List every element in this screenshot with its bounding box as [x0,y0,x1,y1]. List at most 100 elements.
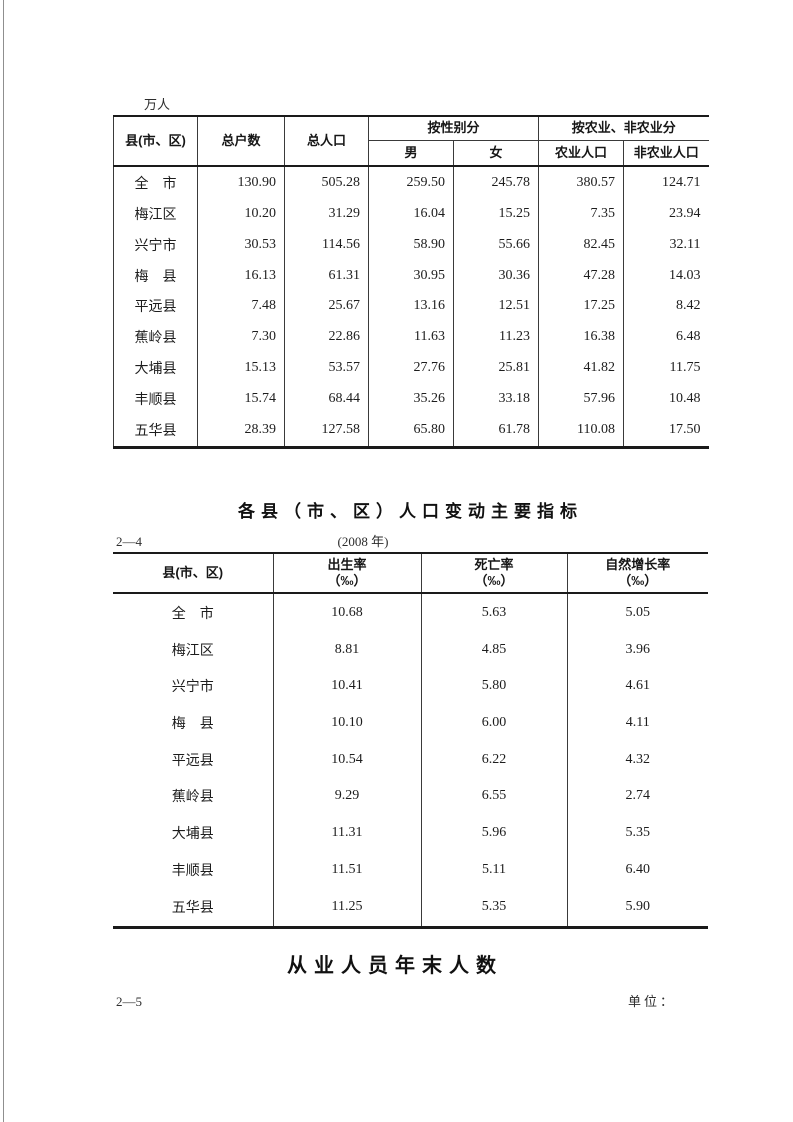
table-row: 平远县 10.54 6.22 4.32 [113,741,708,779]
value-cell: 5.80 [420,668,567,705]
value-cell: 25.67 [284,290,369,322]
value-cell: 32.11 [623,229,709,261]
permille-unit: （‰） [474,573,514,588]
value-cell: 15.74 [197,383,285,415]
value-cell: 8.81 [272,631,421,669]
value-cell: 4.85 [420,631,567,669]
county-cell: 蕉岭县 [171,790,214,806]
value-cell: 5.35 [566,814,708,852]
section-title-employment: 从业人员年末人数 [287,955,503,977]
page-edge-line [3,0,4,1122]
county-cell: 平远县 [171,753,214,769]
value-cell: 25.81 [452,352,539,384]
table-row: 大埔县 11.31 5.96 5.35 [113,814,708,852]
value-cell: 6.22 [420,741,567,779]
value-cell: 7.48 [197,290,285,322]
table-row: 蕉岭县 7.30 22.86 11.63 11.23 16.38 6.48 [114,321,709,353]
county-cell: 平远县 [134,300,177,316]
value-cell: 259.50 [368,166,454,199]
value-cell: 10.54 [272,741,421,779]
table1-header-row-1: 县(市、区) 总户数 总人口 按性别分 按农业、非农业分 [113,116,709,167]
value-cell: 61.78 [452,414,539,448]
table-row: 兴宁市 10.41 5.80 4.61 [113,668,708,705]
value-cell: 47.28 [538,260,624,291]
value-cell: 16.38 [538,321,624,353]
value-cell: 7.30 [197,321,285,353]
table-row: 全 市 130.90 505.28 259.50 245.78 380.57 1… [114,166,709,199]
county-cell: 梅 县 [134,269,177,285]
value-cell: 10.48 [623,383,709,415]
value-cell: 53.57 [284,352,369,384]
county-cell: 五华县 [171,901,214,917]
table-row: 梅江区 10.20 31.29 16.04 15.25 7.35 23.94 [114,198,709,230]
table-row: 丰顺县 11.51 5.11 6.40 [113,851,708,889]
table-row: 梅 县 10.10 6.00 4.11 [113,704,708,742]
county-cell: 梅 县 [171,717,214,733]
permille-unit: （‰） [618,573,658,588]
value-cell: 5.96 [420,814,567,852]
table-row: 五华县 28.39 127.58 65.80 61.78 110.08 17.5… [114,414,709,448]
col-header-total-households: 总户数 [197,116,285,167]
value-cell: 30.95 [368,260,454,291]
value-cell: 2.74 [566,778,708,815]
county-cell: 兴宁市 [134,238,177,254]
year-note: (2008 年) [337,534,389,549]
col-header-death-rate: 死亡率 （‰） [420,553,567,594]
value-cell: 58.90 [368,229,454,261]
table2-header-row: 县(市、区) 出生率 （‰） 死亡率 （‰） 自然增长率 （‰） [113,553,708,594]
value-cell: 4.61 [566,668,708,705]
county-cell: 丰顺县 [171,863,214,879]
value-cell: 22.86 [284,321,369,353]
value-cell: 4.32 [566,741,708,779]
unit-label-bottom: 单位： [628,994,677,1009]
value-cell: 10.20 [197,198,285,230]
value-cell: 127.58 [284,414,369,448]
value-cell: 10.68 [272,593,421,632]
value-cell: 6.55 [420,778,567,815]
value-cell: 11.51 [272,851,421,889]
table-row: 梅 县 16.13 61.31 30.95 30.36 47.28 14.03 [114,260,709,291]
table-row: 兴宁市 30.53 114.56 58.90 55.66 82.45 32.11 [114,229,709,261]
unit-label-top: 万人 [144,97,171,112]
table-row: 大埔县 15.13 53.57 27.76 25.81 41.82 11.75 [114,352,709,384]
col-header-birth-rate: 出生率 （‰） [272,553,421,594]
value-cell: 68.44 [284,383,369,415]
value-cell: 55.66 [452,229,539,261]
col-header-by-agriculture: 按农业、非农业分 [538,116,709,141]
value-cell: 31.29 [284,198,369,230]
value-cell: 11.25 [272,888,421,928]
value-cell: 11.63 [368,321,454,353]
table-row: 蕉岭县 9.29 6.55 2.74 [113,778,708,815]
value-cell: 30.36 [452,260,539,291]
col-header-county: 县(市、区) [113,553,273,594]
value-cell: 15.25 [452,198,539,230]
table1-header-row-2: 男 女 农业人口 非农业人口 [114,140,709,167]
county-cell: 大埔县 [134,362,177,378]
county-cell: 大埔县 [171,827,214,843]
value-cell: 380.57 [538,166,624,199]
value-cell: 65.80 [368,414,454,448]
value-cell: 505.28 [284,166,369,199]
value-cell: 110.08 [538,414,624,448]
value-cell: 15.13 [197,352,285,384]
value-cell: 57.96 [538,383,624,415]
value-cell: 17.50 [623,414,709,448]
value-cell: 27.76 [368,352,454,384]
value-cell: 6.48 [623,321,709,353]
value-cell: 61.31 [284,260,369,291]
value-cell: 130.90 [197,166,285,199]
value-cell: 17.25 [538,290,624,322]
col-header-female: 女 [452,140,539,167]
county-cell: 兴宁市 [171,680,214,696]
value-cell: 16.13 [197,260,285,291]
value-cell: 3.96 [566,631,708,669]
value-cell: 11.23 [452,321,539,353]
value-cell: 28.39 [197,414,285,448]
value-cell: 114.56 [284,229,369,261]
county-cell: 丰顺县 [134,392,177,408]
value-cell: 23.94 [623,198,709,230]
value-cell: 30.53 [197,229,285,261]
col-header-natural-growth-rate: 自然增长率 （‰） [566,553,708,594]
value-cell: 5.05 [566,593,708,632]
table-number-2-4: 2—4 [116,534,142,549]
